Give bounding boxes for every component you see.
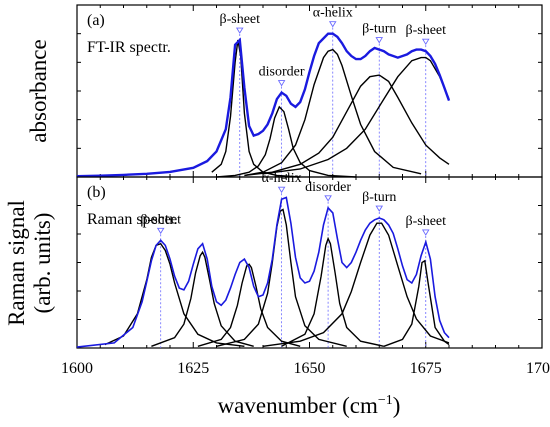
component-curve [383,259,450,347]
panel-a-peak-markers [235,21,430,177]
x-axis-label-sup: −1 [378,393,393,408]
peak-marker-triangle [235,27,244,34]
panel-a-frame [76,4,543,178]
panel-a-annotations: β-sheet disorder α-helix β-turn β-sheet [219,6,446,80]
x-tick-label: 1600 [61,360,93,377]
panel-b-peak-markers [156,186,430,348]
panel-a-label: (a) [87,12,105,29]
panel-b-ylabel-line1: Raman signal [4,200,29,326]
x-axis-label: wavenumber (cm−1) [218,393,401,418]
peak-annotation: β-turn [362,22,396,37]
panel-b-ylabel-line2: (arb. units) [30,213,55,314]
peak-annotation: β-sheet [405,214,446,229]
component-curve [262,56,450,175]
x-tick-label: 1700 [526,360,550,377]
panel-b-spectrum-label: Raman spectr. [87,211,178,228]
panel-a-ticks [76,5,543,177]
peak-marker-triangle [421,38,430,46]
peak-marker-triangle [375,37,384,44]
panel-a-total-curve [76,32,451,178]
peak-annotation: α-helix [313,6,353,21]
panel-b-ticks [76,177,543,348]
panel-b-component-curves [104,208,450,347]
panel-b-total-curve [76,196,450,348]
peak-marker-triangle [421,229,430,236]
peak-marker-triangle [324,195,332,202]
peak-annotation: β-sheet [219,12,260,27]
component-curve [244,48,422,177]
peak-marker-triangle [277,186,286,194]
component-curve [216,208,347,347]
component-curve [262,222,450,347]
x-axis-label-main: wavenumber (cm [218,393,378,418]
peak-annotation: α-helix [262,171,302,186]
peak-annotation: β-turn [362,190,396,205]
component-curve [151,250,254,347]
panel-b-label: (b) [87,184,106,201]
component-curve [216,105,357,178]
peak-marker-triangle [375,205,384,212]
peak-marker-triangle [277,80,286,87]
component-curve [104,242,245,347]
panel-a-ylabel: absorbance [26,39,51,142]
x-axis-label-close: ) [393,393,401,418]
component-curve [244,74,450,177]
peak-annotation: disorder [259,65,305,80]
x-tick-label: 1675 [410,360,442,377]
component-curve [281,236,385,347]
panel-a-spectrum-label: FT-IR spectr. [87,39,171,56]
x-tick-label: 1650 [294,360,326,377]
peak-annotation: β-sheet [140,212,181,227]
peak-marker-triangle [156,227,165,235]
x-tick-label: 1625 [177,360,209,377]
peak-annotation: β-sheet [405,23,446,38]
panel-a-component-curves [211,39,450,178]
component-curve [197,263,301,347]
peak-marker-triangle [328,21,337,28]
x-tick-labels: 1600 1625 1650 1675 1700 [61,360,550,377]
peak-annotation: disorder [305,180,351,195]
